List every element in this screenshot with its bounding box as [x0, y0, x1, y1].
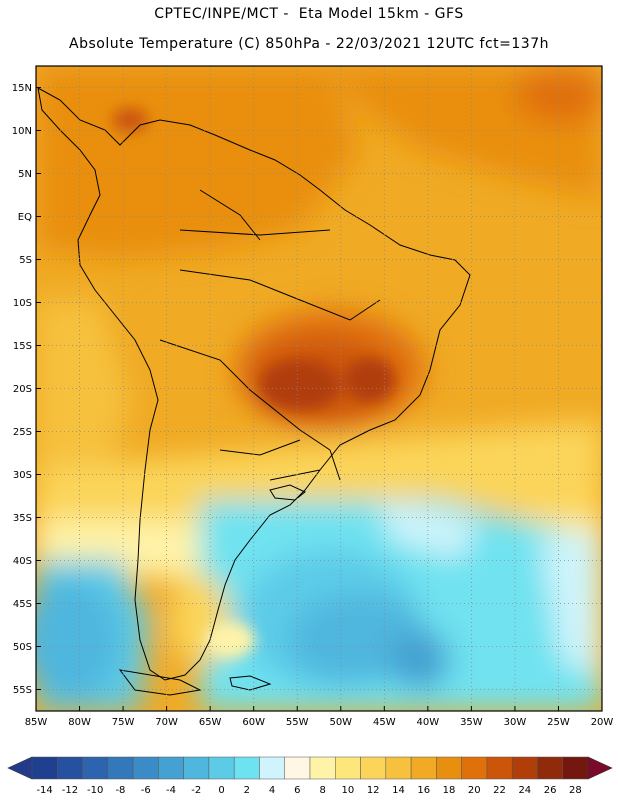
colorbar-label: 12: [367, 785, 380, 796]
colorbar-label: 28: [569, 785, 582, 796]
lat-label: 50S: [13, 642, 32, 653]
lat-label: 10S: [13, 298, 32, 309]
colorbar-bin: [537, 756, 563, 780]
colorbar-label: 26: [544, 785, 557, 796]
colorbar-bin: [208, 756, 235, 780]
lon-label: 60W: [242, 717, 265, 728]
lon-label: 75W: [112, 717, 135, 728]
lat-label: 25S: [13, 427, 32, 438]
colorbar-bin: [107, 756, 134, 780]
colorbar-bin: [31, 756, 58, 780]
map-title-line2: Absolute Temperature (C) 850hPa - 22/03/…: [69, 36, 549, 52]
lat-label: 45S: [13, 599, 32, 610]
colorbar-label: -12: [62, 785, 78, 796]
lat-label: 5N: [18, 169, 32, 180]
colorbar-bin: [486, 756, 513, 780]
colorbar-bin: [511, 756, 538, 780]
colorbar-label: 10: [342, 785, 355, 796]
colorbar-bin: [309, 756, 336, 780]
colorbar-bin: [233, 756, 260, 780]
colorbar-label: -4: [166, 785, 176, 796]
lon-label: 40W: [417, 717, 440, 728]
lat-label: EQ: [18, 212, 32, 223]
colorbar-label: -6: [141, 785, 151, 796]
lon-label: 50W: [329, 717, 352, 728]
colorbar-label: 14: [392, 785, 405, 796]
colorbar-under-arrow: [7, 756, 33, 780]
colorbar-label: -14: [36, 785, 52, 796]
lon-label: 30W: [504, 717, 527, 728]
colorbar-label: 6: [294, 785, 300, 796]
lon-label: 20W: [591, 717, 614, 728]
colorbar: -14 -12 -10 -8 -6 -4 -2 0 2 4 6 8 10 12 14 16 18 20 22 24 26…: [7, 756, 613, 796]
map-title-line1: CPTEC/INPE/MCT - Eta Model 15km - GFS: [154, 6, 464, 22]
colorbar-label: -2: [191, 785, 201, 796]
colorbar-bin: [410, 756, 437, 780]
lon-label: 55W: [286, 717, 309, 728]
colorbar-label: 16: [417, 785, 430, 796]
colorbar-bin: [158, 756, 184, 780]
colorbar-bin: [82, 756, 109, 780]
temperature-field: [36, 66, 602, 711]
lat-label: 40S: [13, 556, 32, 567]
lon-label: 25W: [547, 717, 570, 728]
lon-label: 80W: [68, 717, 91, 728]
colorbar-bin: [385, 756, 412, 780]
colorbar-label: 20: [468, 785, 481, 796]
colorbar-label: 18: [443, 785, 456, 796]
lat-label: 55S: [13, 685, 32, 696]
lat-label: 15N: [12, 83, 32, 94]
colorbar-bin: [436, 756, 462, 780]
colorbar-bin: [132, 756, 159, 780]
colorbar-label: 0: [218, 785, 224, 796]
colorbar-bin: [461, 756, 488, 780]
lon-label: 85W: [25, 717, 48, 728]
lat-label: 5S: [19, 255, 32, 266]
coastlines: [37, 87, 471, 696]
longitude-labels: 85W 80W 75W 70W 65W 60W 55W 50W 45W 40W 35W 30W 25W 2…: [25, 706, 614, 728]
colorbar-label: 22: [493, 785, 506, 796]
colorbar-over-arrow: [587, 756, 613, 780]
colorbar-label: 24: [518, 785, 531, 796]
colorbar-bin: [259, 756, 285, 780]
lon-label: 70W: [155, 717, 178, 728]
colorbar-bin: [183, 756, 210, 780]
lon-label: 45W: [373, 717, 396, 728]
lon-label: 35W: [460, 717, 483, 728]
colorbar-bin: [284, 756, 311, 780]
colorbar-label: -10: [87, 785, 103, 796]
colorbar-label: 4: [269, 785, 275, 796]
colorbar-label: -8: [115, 785, 125, 796]
lon-label: 65W: [199, 717, 222, 728]
colorbar-label: 2: [244, 785, 250, 796]
lat-label: 10N: [12, 126, 32, 137]
colorbar-bin: [335, 756, 361, 780]
lat-label: 30S: [13, 470, 32, 481]
colorbar-bin: [562, 756, 589, 780]
colorbar-label: 8: [319, 785, 325, 796]
lat-label: 20S: [13, 384, 32, 395]
lat-label: 35S: [13, 513, 32, 524]
colorbar-bin: [360, 756, 387, 780]
colorbar-bin: [57, 756, 83, 780]
lat-label: 15S: [13, 341, 32, 352]
latitude-labels: 15N 10N 5N EQ 5S 10S 15S 20S 25S 30S 35S 40S 45S 50S 5…: [12, 83, 41, 696]
